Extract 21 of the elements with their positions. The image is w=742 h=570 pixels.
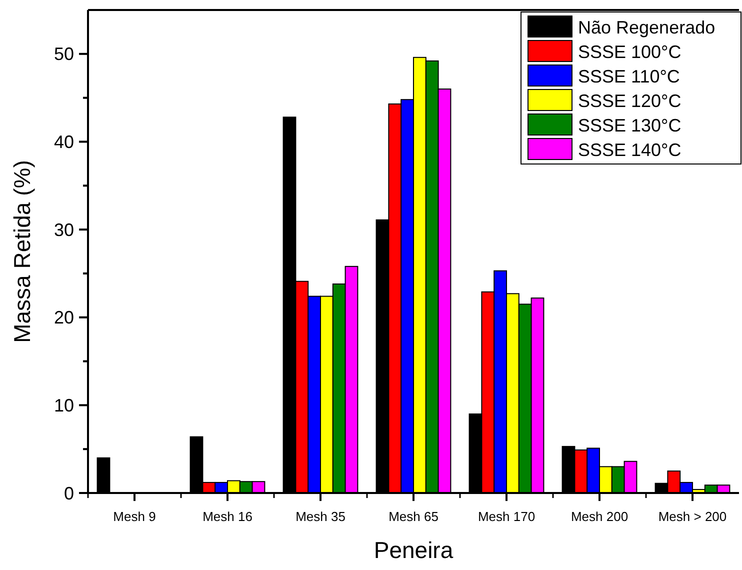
y-tick-label: 0 <box>64 483 74 504</box>
y-tick-label: 40 <box>54 132 74 152</box>
legend-label: Não Regenerado <box>578 17 716 38</box>
x-tick-label: Mesh 9 <box>113 509 156 524</box>
x-tick-label: Mesh 35 <box>296 509 346 524</box>
x-tick-label: Mesh 65 <box>388 509 438 524</box>
x-tick-label: Mesh 16 <box>202 509 252 524</box>
x-tick-label: Mesh > 200 <box>658 509 727 524</box>
y-tick-label: 30 <box>54 220 74 240</box>
legend-label: SSSE 140°C <box>578 140 682 160</box>
legend-label: SSSE 110°C <box>578 66 680 86</box>
y-axis-title: Massa Retida (%) <box>9 160 35 343</box>
x-axis-title: Peneira <box>374 537 454 563</box>
x-tick-label: Mesh 170 <box>478 509 536 524</box>
x-tick-label: Mesh 200 <box>570 509 628 524</box>
y-tick-label: 20 <box>54 308 74 328</box>
legend-label: SSSE 120°C <box>578 90 682 111</box>
legend-label: SSSE 100°C <box>578 42 682 62</box>
y-tick-label: 10 <box>54 395 74 416</box>
legend-label: SSSE 130°C <box>578 115 682 136</box>
y-tick-label: 50 <box>54 44 74 64</box>
